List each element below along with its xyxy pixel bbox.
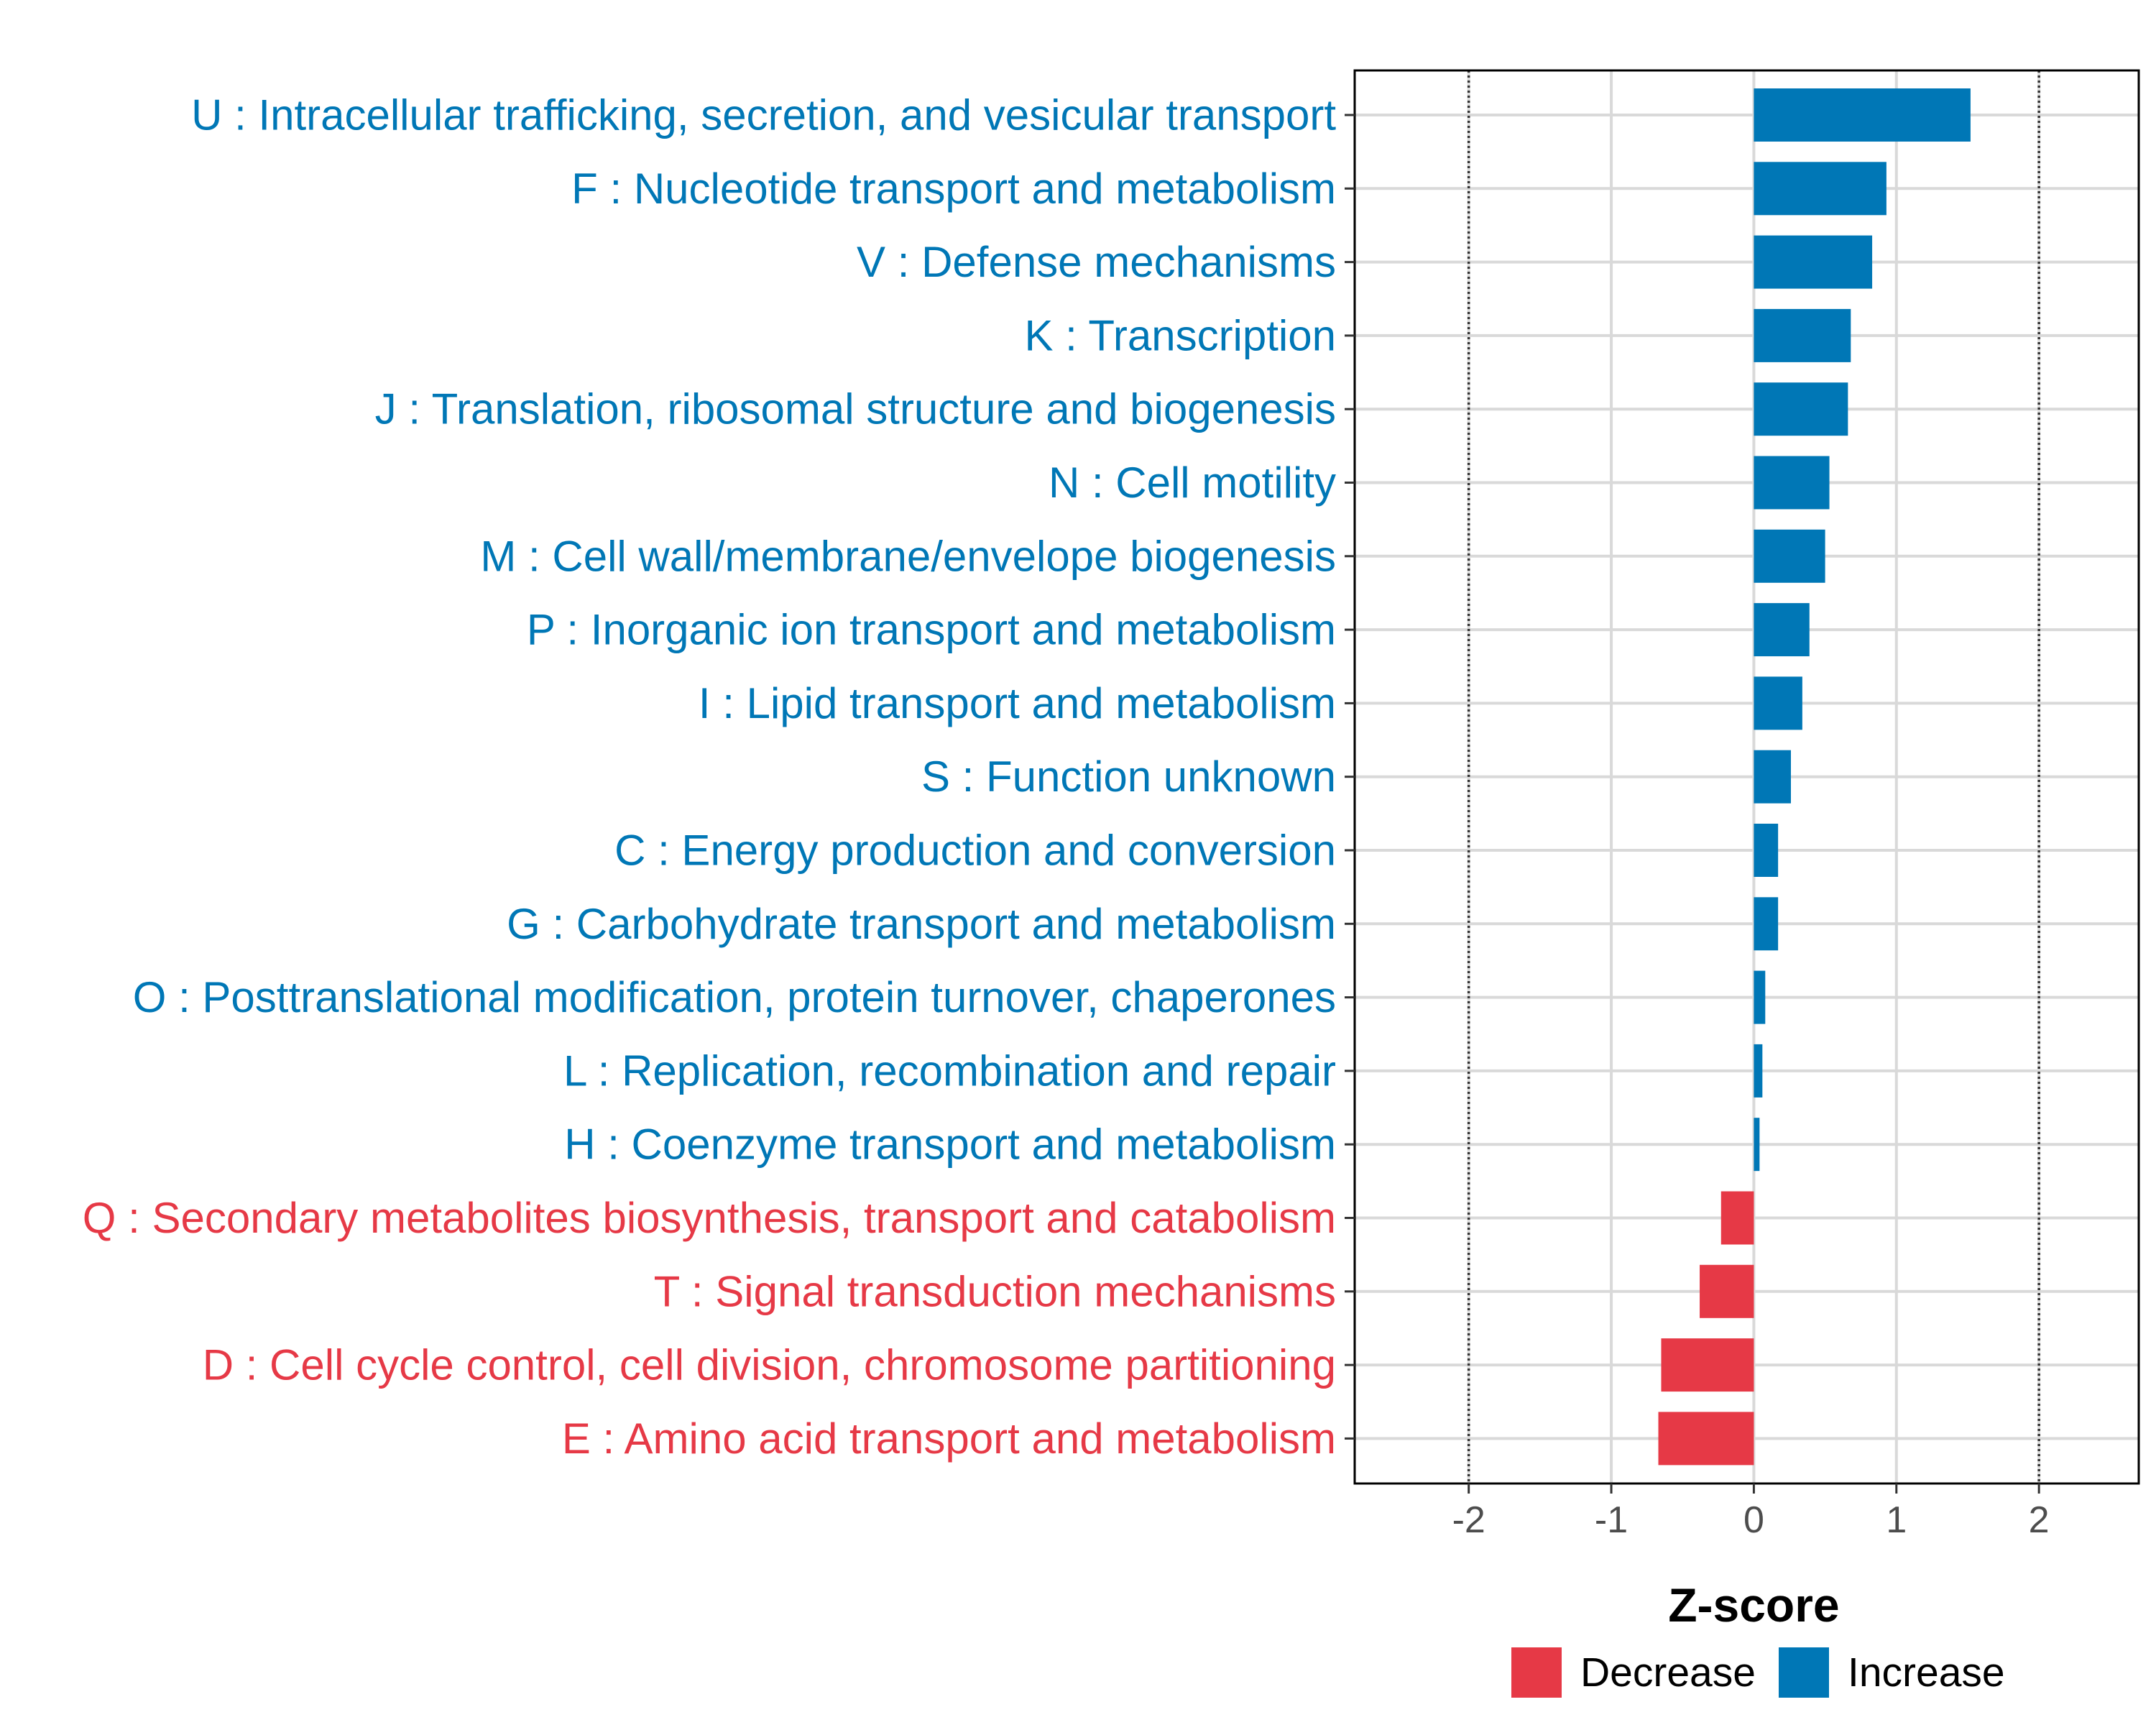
bar-u [1754, 88, 1971, 142]
category-label: F : Nucleotide transport and metabolism [571, 165, 1336, 213]
category-labels: U : Intracellular trafficking, secretion… [83, 91, 1337, 1463]
bar-s [1754, 750, 1791, 804]
bar-n [1754, 456, 1830, 510]
bar-j [1754, 382, 1848, 436]
bar-g [1754, 897, 1779, 951]
category-label: U : Intracellular trafficking, secretion… [191, 91, 1336, 139]
category-label: V : Defense mechanisms [857, 238, 1336, 286]
category-label: L : Replication, recombination and repai… [563, 1046, 1336, 1095]
category-label: P : Inorganic ion transport and metaboli… [527, 606, 1336, 654]
category-label: S : Function unknown [921, 753, 1336, 801]
bar-m [1754, 529, 1825, 583]
category-label: O : Posttranslational modification, prot… [133, 973, 1336, 1021]
category-label: G : Carbohydrate transport and metabolis… [507, 900, 1336, 948]
bar-o [1754, 970, 1766, 1024]
category-label: I : Lipid transport and metabolism [699, 679, 1336, 727]
category-label: C : Energy production and conversion [614, 827, 1336, 875]
bar-l [1754, 1044, 1763, 1098]
y-axis-ticks [1345, 114, 1355, 1440]
legend: Decrease Increase [1511, 1647, 2005, 1698]
x-tick-label: 1 [1886, 1499, 1907, 1541]
category-label: J : Translation, ribosomal structure and… [375, 385, 1336, 433]
bars [1658, 88, 1971, 1466]
bar-d [1661, 1338, 1754, 1392]
bar-k [1754, 308, 1851, 362]
x-axis-title: Z-score [1668, 1578, 1839, 1632]
category-label: T : Signal transduction mechanisms [654, 1267, 1336, 1315]
bar-c [1754, 824, 1779, 877]
bar-i [1754, 676, 1802, 730]
category-label: M : Cell wall/membrane/envelope biogenes… [480, 532, 1336, 580]
bar-q [1720, 1191, 1754, 1245]
x-axis-ticks: -2 -1 0 1 2 [1452, 1484, 2050, 1541]
bar-f [1754, 162, 1886, 216]
category-label: E : Amino acid transport and metabolism [562, 1414, 1336, 1463]
bar-t [1700, 1264, 1754, 1318]
category-label: Q : Secondary metabolites biosynthesis, … [83, 1194, 1336, 1242]
x-tick-label: 2 [2029, 1499, 2050, 1541]
bar-h [1754, 1118, 1760, 1172]
bar-e [1658, 1412, 1754, 1466]
bar-v [1754, 235, 1873, 289]
x-tick-label: -2 [1452, 1499, 1485, 1541]
category-label: D : Cell cycle control, cell division, c… [203, 1341, 1336, 1389]
category-label: K : Transcription [1024, 311, 1336, 359]
category-label: H : Coenzyme transport and metabolism [564, 1121, 1336, 1169]
legend-swatch-decrease [1511, 1647, 1562, 1698]
x-tick-label: 0 [1743, 1499, 1764, 1541]
legend-label-decrease: Decrease [1580, 1650, 1756, 1696]
category-label: N : Cell motility [1049, 459, 1336, 507]
legend-label-increase: Increase [1848, 1650, 2005, 1696]
reference-lines [1467, 70, 2040, 1484]
legend-swatch-increase [1779, 1647, 1829, 1698]
bar-p [1754, 603, 1810, 657]
x-tick-label: -1 [1595, 1499, 1628, 1541]
